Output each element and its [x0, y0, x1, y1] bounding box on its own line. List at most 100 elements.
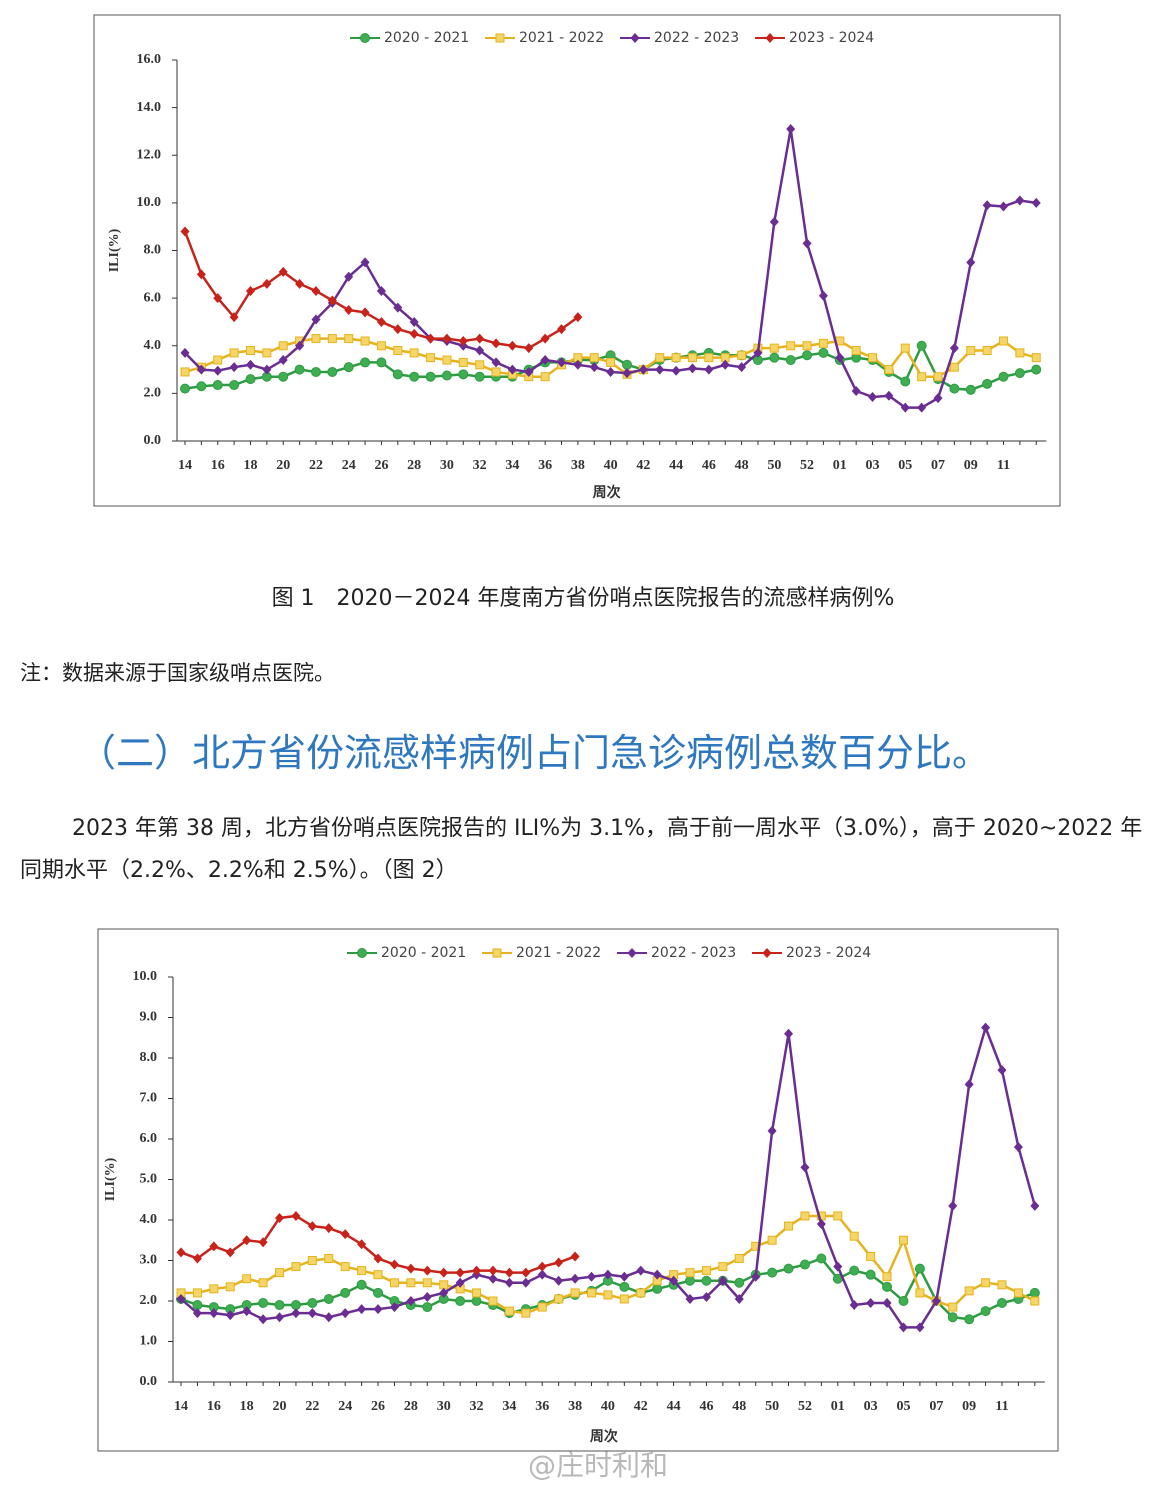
point [933, 393, 943, 404]
point [524, 343, 534, 354]
point [949, 362, 959, 372]
point [964, 1286, 974, 1296]
point [999, 336, 1008, 346]
point [344, 305, 354, 316]
point [638, 364, 648, 375]
point [800, 1211, 810, 1221]
point [981, 1278, 991, 1288]
point [278, 266, 288, 277]
point [294, 364, 305, 375]
point [587, 1271, 596, 1282]
point [209, 1284, 219, 1294]
point [507, 364, 517, 375]
point [458, 357, 468, 367]
x-tick-label: 07 [929, 1399, 943, 1414]
point [356, 1279, 367, 1290]
point [422, 1278, 432, 1288]
x-tick-label: 32 [473, 458, 487, 473]
point [442, 355, 452, 365]
point [589, 362, 599, 373]
y-tick-label: 0.0 [140, 1374, 158, 1389]
point [884, 390, 894, 401]
point [900, 402, 910, 413]
point [245, 374, 256, 385]
point [652, 1283, 663, 1294]
point [455, 1277, 465, 1288]
x-tick-label: 14 [178, 458, 192, 473]
point [557, 357, 567, 368]
point [209, 1241, 219, 1252]
point [455, 1267, 465, 1278]
point [422, 1302, 433, 1313]
point [521, 1308, 531, 1318]
point [245, 285, 255, 296]
x-tick-label: 03 [864, 1399, 878, 1414]
point [229, 312, 239, 323]
point [471, 1296, 482, 1306]
y-tick-label: 14.0 [137, 100, 162, 115]
point [769, 343, 779, 353]
point [554, 1294, 564, 1304]
point [176, 1293, 186, 1304]
point [180, 383, 190, 394]
point [570, 1273, 580, 1284]
x-tick-label: 48 [732, 1399, 746, 1414]
legend-marker [762, 948, 772, 958]
point [343, 362, 354, 373]
point [393, 324, 403, 335]
point [262, 364, 272, 375]
x-tick-label: 18 [243, 458, 257, 473]
note: 注：数据来源于国家级哨点医院。 [20, 661, 335, 685]
point [422, 1291, 432, 1302]
point [933, 372, 943, 382]
point [866, 1251, 876, 1261]
point [851, 385, 861, 396]
point [504, 1306, 514, 1316]
x-tick-label: 03 [866, 458, 880, 473]
x-tick-label: 36 [538, 458, 552, 473]
legend-marker [360, 33, 370, 43]
point [180, 347, 190, 358]
point [323, 1293, 334, 1304]
x-tick-label: 52 [800, 458, 814, 473]
point [737, 350, 747, 360]
legend-label: 2020 - 2021 [381, 945, 466, 961]
point [488, 1296, 498, 1306]
point [225, 1282, 235, 1292]
series-line [180, 1256, 1036, 1321]
point [376, 316, 386, 327]
point [1013, 1142, 1023, 1153]
point [917, 402, 927, 413]
point [392, 369, 403, 380]
y-tick-label: 5.0 [140, 1172, 158, 1187]
point [965, 384, 976, 395]
legend-label: 2020 - 2021 [384, 30, 469, 46]
point [1031, 197, 1041, 208]
point [767, 1235, 777, 1245]
section-heading: （二）北方省份流感样病例占门急诊病例总数百分比。 [78, 731, 991, 775]
point [409, 371, 420, 382]
x-tick-label: 44 [667, 1399, 681, 1414]
point [1030, 1200, 1040, 1211]
point [949, 343, 959, 354]
point [767, 1267, 778, 1278]
x-tick-label: 36 [535, 1399, 549, 1414]
point [245, 359, 255, 370]
point [340, 1229, 350, 1240]
point [474, 371, 485, 382]
point [966, 346, 976, 356]
point [914, 1263, 925, 1274]
point [636, 1265, 646, 1276]
point [718, 1275, 728, 1286]
point [701, 1275, 712, 1286]
point [213, 365, 223, 376]
point [866, 1298, 876, 1309]
point [687, 363, 697, 374]
point [376, 357, 387, 368]
point [258, 1237, 268, 1248]
point [554, 1257, 564, 1268]
legend-label: 2021 - 2022 [519, 30, 604, 46]
point [704, 364, 714, 375]
point [851, 346, 861, 356]
x-tick-label: 22 [309, 458, 323, 473]
